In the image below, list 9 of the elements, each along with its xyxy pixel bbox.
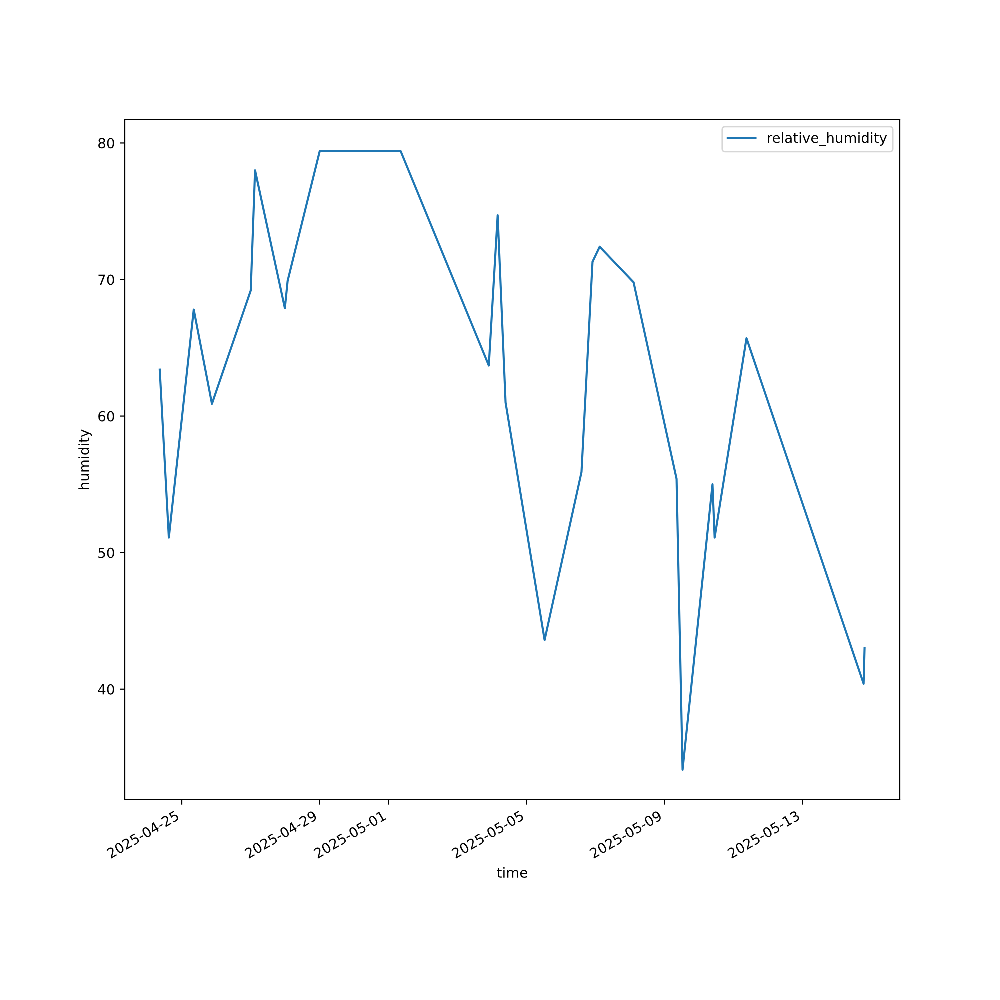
legend-label: relative_humidity	[768, 132, 888, 146]
y-tick-label: 70	[98, 274, 114, 286]
y-axis-title: humidity	[78, 430, 92, 490]
y-tick-label: 60	[98, 411, 114, 422]
line-series	[158, 150, 866, 772]
y-tick-label: 80	[98, 138, 114, 149]
y-tick-label: 40	[98, 684, 114, 695]
x-axis-title: time	[497, 867, 528, 878]
y-tick-label: 50	[98, 548, 114, 558]
